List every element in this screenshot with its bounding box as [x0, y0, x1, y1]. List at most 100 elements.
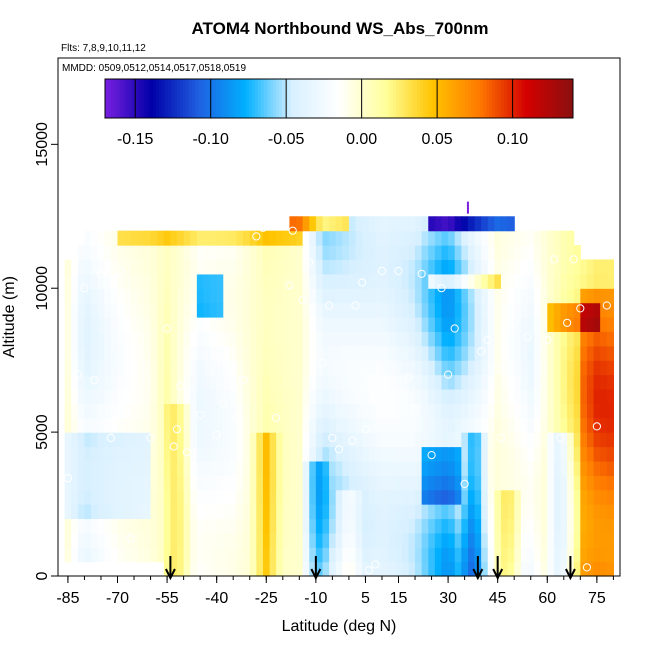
heatmap-cell: [421, 388, 429, 404]
heatmap-cell: [348, 460, 357, 476]
heatmap-cell: [302, 345, 310, 361]
heatmap-cell: [560, 561, 568, 577]
heatmap-cell: [348, 388, 357, 404]
colorbar-swatch: [156, 79, 160, 118]
heatmap-cell: [97, 273, 105, 289]
heatmap-cell: [553, 403, 562, 419]
heatmap-cell: [553, 360, 562, 376]
heatmap-cell: [560, 245, 568, 261]
heatmap-cell: [302, 504, 310, 520]
heatmap-cell: [249, 302, 257, 318]
heatmap-cell: [282, 446, 291, 462]
heatmap-cell: [110, 245, 119, 261]
heatmap-cell: [190, 475, 198, 491]
heatmap-cell: [540, 230, 548, 246]
heatmap-cell: [408, 360, 416, 376]
heatmap-cell: [64, 547, 72, 563]
heatmap-cell: [315, 432, 324, 448]
heatmap-cell: [137, 518, 145, 534]
heatmap-cell: [276, 446, 284, 462]
heatmap-cell: [388, 374, 396, 390]
heatmap-cell: [104, 374, 112, 390]
heatmap-cell: [236, 403, 244, 419]
heatmap-cell: [593, 302, 601, 318]
heatmap-cell: [203, 417, 211, 433]
heatmap-cell: [434, 460, 443, 476]
down-arrow: [565, 556, 576, 581]
heatmap-cell: [441, 374, 449, 390]
heatmap-cell: [71, 317, 79, 332]
heatmap-cell: [481, 547, 489, 563]
flight-point: [73, 370, 82, 379]
heatmap-cell: [177, 417, 185, 433]
heatmap-cell: [573, 489, 581, 505]
heatmap-cell: [104, 489, 112, 505]
heatmap-cell: [481, 317, 489, 332]
heatmap-cell: [289, 432, 297, 448]
heatmap-cell: [547, 561, 555, 577]
heatmap-cell: [560, 518, 568, 534]
x-axis-label: Latitude (deg N): [282, 618, 397, 635]
heatmap-cell: [256, 403, 264, 419]
heatmap-cell: [514, 302, 522, 318]
heatmap-cell: [606, 403, 614, 419]
heatmap-cell: [282, 475, 291, 491]
heatmap-cell: [84, 345, 92, 361]
heatmap-cell: [580, 475, 588, 491]
heatmap-cell: [296, 432, 304, 448]
heatmap-cell: [249, 374, 257, 390]
heatmap-cell: [408, 245, 416, 261]
heatmap-cell: [203, 446, 211, 462]
heatmap-cell: [137, 360, 145, 376]
heatmap-cell: [262, 273, 271, 289]
heatmap-cell: [335, 547, 343, 563]
heatmap-cell: [243, 245, 251, 261]
heatmap-cell: [124, 432, 132, 448]
heatmap-cell: [243, 288, 251, 304]
heatmap-cell: [355, 475, 363, 491]
heatmap-cell: [77, 432, 86, 448]
heatmap-cell: [262, 518, 271, 534]
heatmap-cell: [282, 561, 291, 577]
heatmap-cell: [534, 259, 542, 275]
heatmap-cell: [527, 475, 535, 491]
heatmap-cell: [448, 317, 456, 332]
heatmap-cell: [487, 259, 495, 275]
colorbar-swatch: [387, 79, 391, 118]
heatmap-cell: [97, 403, 105, 419]
heatmap-cell: [355, 417, 363, 433]
heatmap-cell: [474, 302, 482, 318]
colorbar-swatch: [225, 79, 229, 118]
heatmap-cell: [540, 388, 548, 404]
heatmap-cell: [163, 273, 171, 289]
heatmap-cell: [329, 360, 337, 376]
heatmap-cell: [296, 374, 304, 390]
heatmap-cell: [487, 432, 495, 448]
heatmap-cell: [388, 360, 396, 376]
heatmap-cell: [527, 388, 535, 404]
heatmap-cell: [243, 460, 251, 476]
heatmap-cell: [170, 388, 178, 404]
heatmap-cell: [401, 245, 410, 261]
heatmap-cell: [494, 388, 502, 404]
colorbar-swatch: [519, 79, 523, 118]
heatmap-cell: [216, 504, 224, 520]
colorbar-swatch: [195, 79, 199, 118]
heatmap-cell: [461, 446, 469, 462]
heatmap-cell: [117, 547, 125, 563]
heatmap-cell: [421, 259, 429, 275]
heatmap-cell: [309, 331, 317, 347]
heatmap-cell: [441, 288, 449, 304]
heatmap-cell: [130, 374, 138, 390]
heatmap-cell: [190, 460, 198, 476]
heatmap-cell: [520, 374, 529, 390]
heatmap-cell: [150, 504, 158, 520]
heatmap-cell: [256, 302, 264, 318]
x-tick-label: -40: [205, 590, 228, 607]
heatmap-cell: [269, 547, 277, 563]
heatmap-cell: [269, 489, 277, 505]
heatmap-cell: [600, 302, 608, 318]
heatmap-cell: [494, 374, 502, 390]
heatmap-cell: [216, 259, 224, 275]
heatmap-cell: [500, 216, 509, 232]
